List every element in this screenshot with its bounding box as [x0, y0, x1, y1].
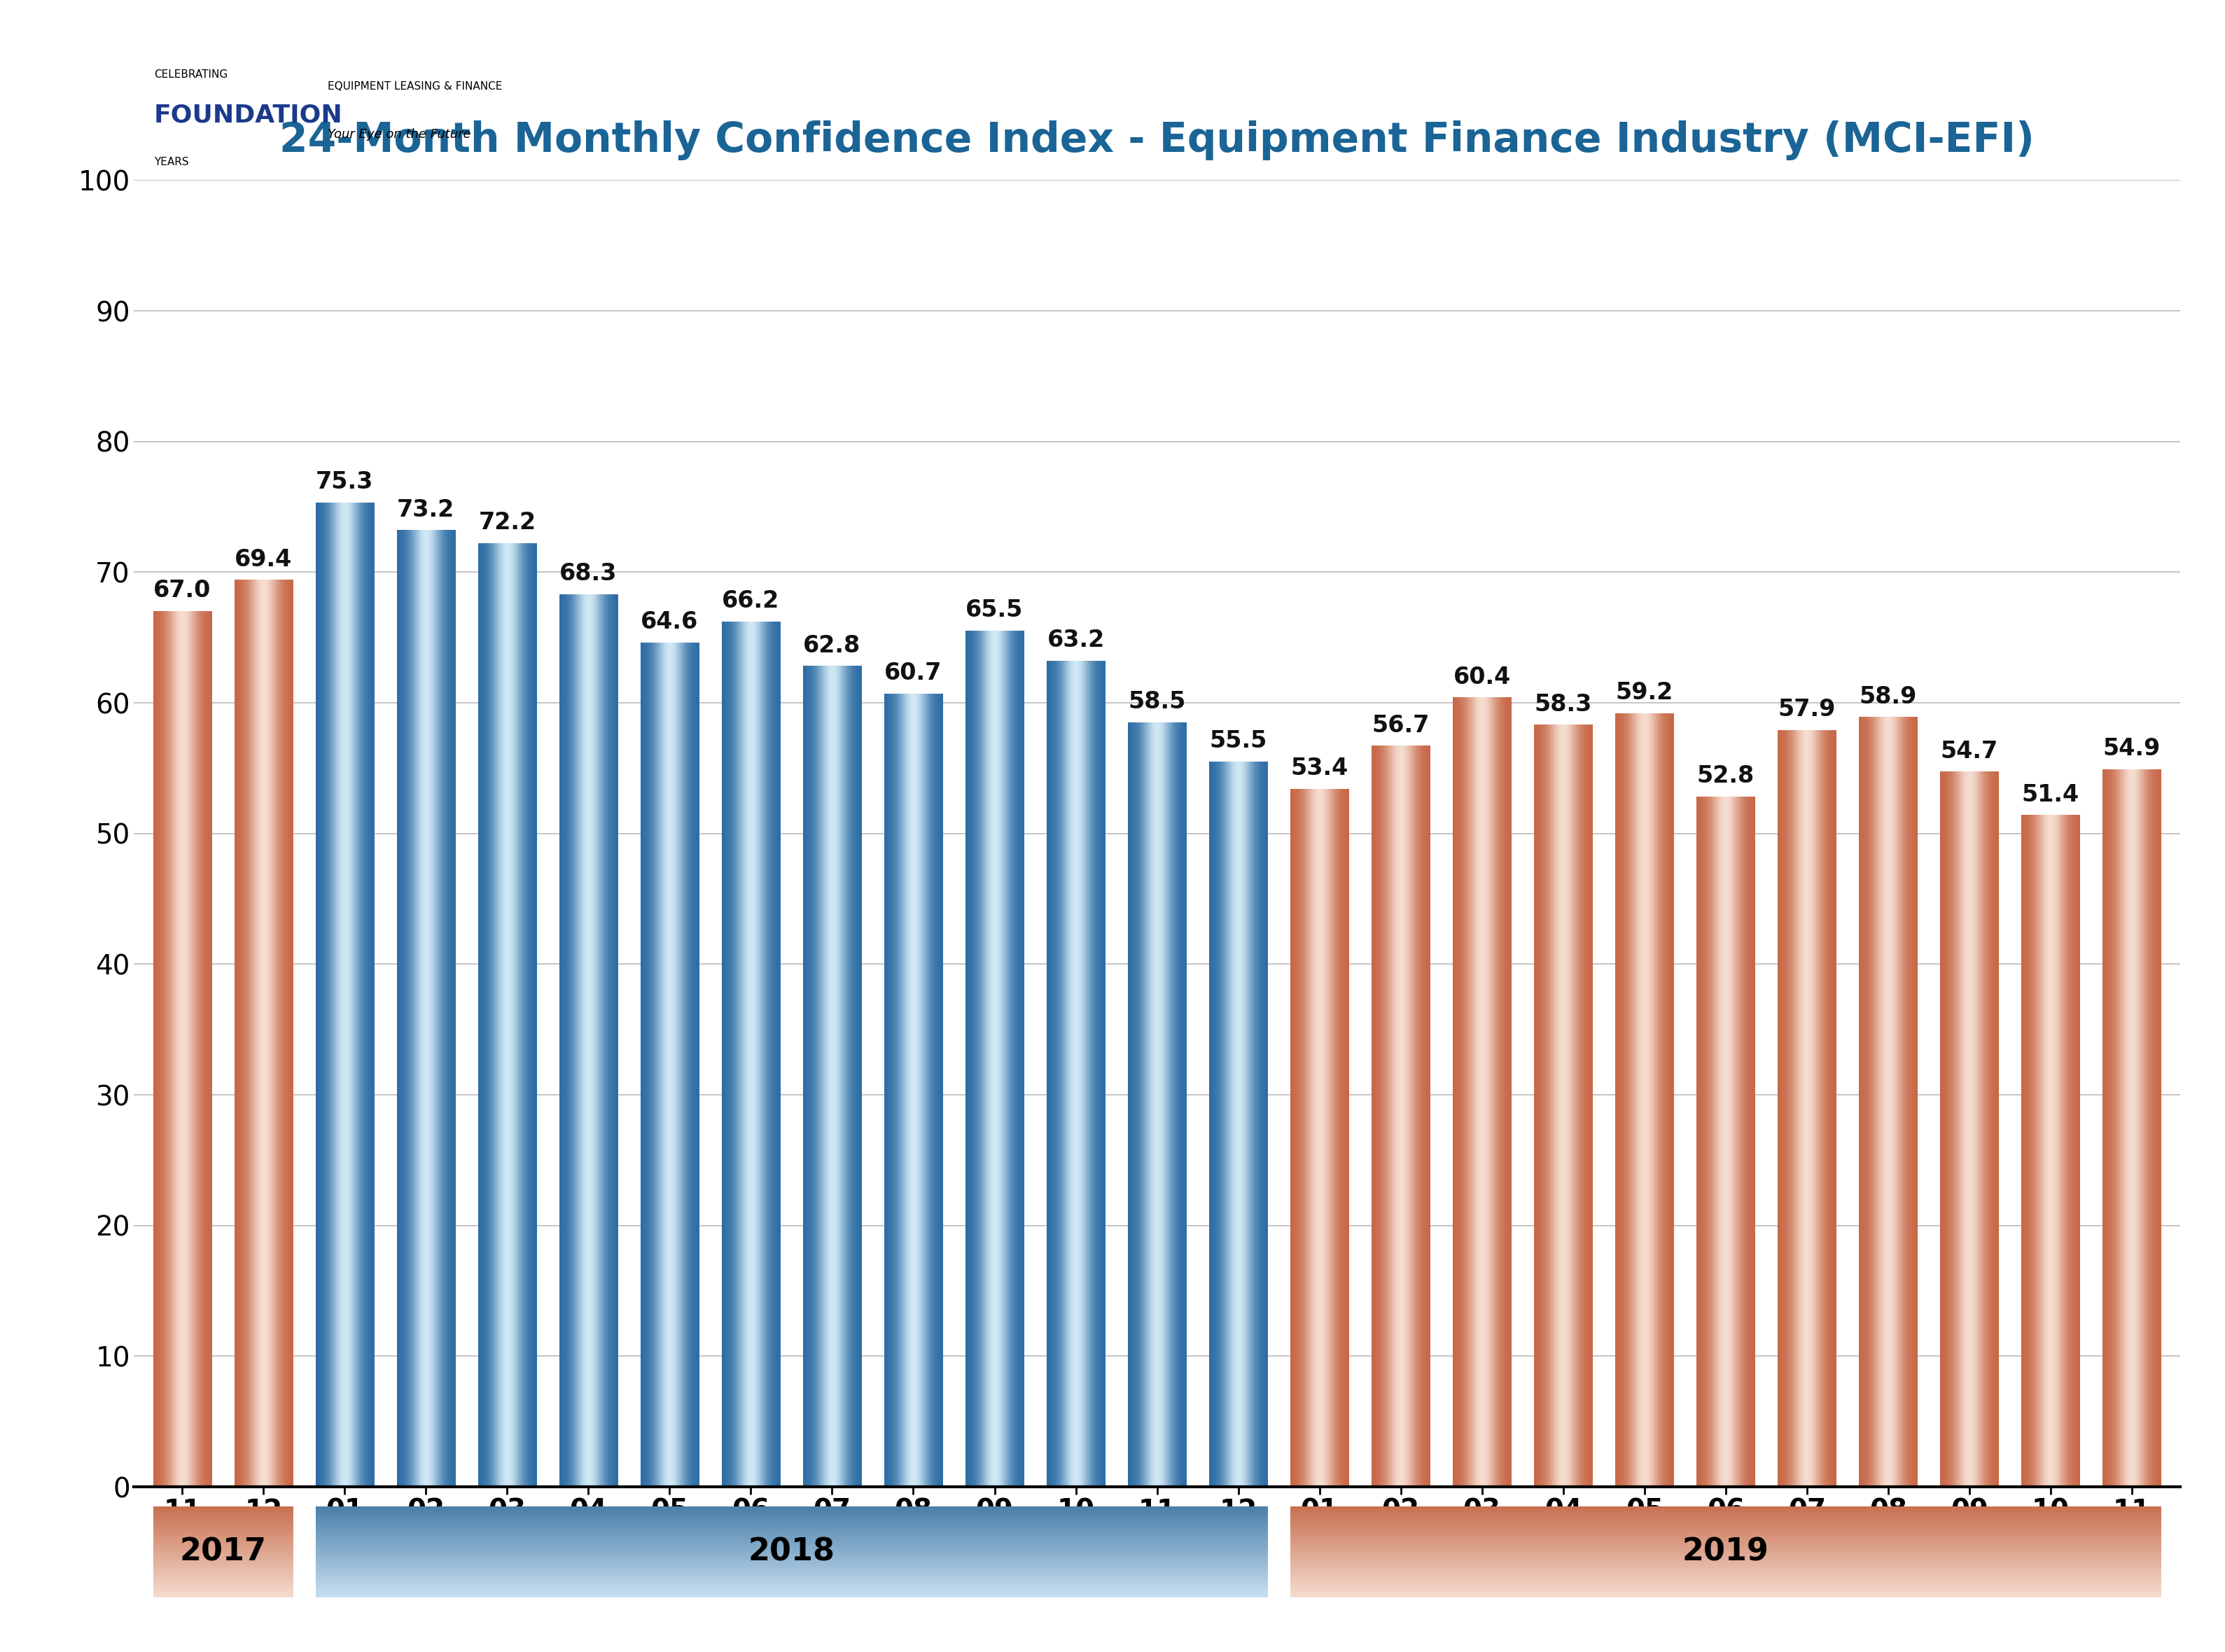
Text: EQUIPMENT LEASING & FINANCE: EQUIPMENT LEASING & FINANCE [327, 81, 503, 91]
Text: 55.5: 55.5 [1210, 730, 1266, 753]
Text: 60.4: 60.4 [1453, 666, 1511, 689]
Text: 62.8: 62.8 [803, 634, 861, 657]
Text: 69.4: 69.4 [234, 548, 291, 572]
Text: 56.7: 56.7 [1373, 714, 1428, 737]
Text: 2019: 2019 [1682, 1536, 1769, 1568]
Text: 57.9: 57.9 [1778, 699, 1836, 722]
Text: 59.2: 59.2 [1615, 681, 1673, 704]
Text: 24-Month Monthly Confidence Index - Equipment Finance Industry (MCI-EFI): 24-Month Monthly Confidence Index - Equi… [280, 121, 2034, 160]
Text: 60.7: 60.7 [886, 661, 941, 684]
Text: 67.0: 67.0 [154, 580, 211, 603]
Text: 2017: 2017 [180, 1536, 267, 1568]
Text: 75.3: 75.3 [316, 471, 374, 494]
Text: 53.4: 53.4 [1290, 757, 1348, 780]
Text: 2018: 2018 [748, 1536, 834, 1568]
Text: 58.9: 58.9 [1860, 686, 1918, 709]
Text: 58.5: 58.5 [1128, 691, 1186, 714]
Text: 51.4: 51.4 [2023, 783, 2080, 806]
Text: YEARS: YEARS [154, 157, 189, 167]
Text: 63.2: 63.2 [1048, 629, 1104, 653]
Text: 64.6: 64.6 [641, 611, 699, 634]
Text: CELEBRATING: CELEBRATING [154, 69, 227, 79]
Text: 65.5: 65.5 [966, 598, 1024, 621]
Text: 58.3: 58.3 [1535, 692, 1591, 715]
Text: 66.2: 66.2 [723, 590, 779, 613]
Text: 54.7: 54.7 [1940, 740, 1998, 763]
Text: 73.2: 73.2 [396, 499, 454, 522]
Text: FOUNDATION: FOUNDATION [154, 102, 343, 127]
Text: 72.2: 72.2 [478, 510, 536, 534]
Text: 52.8: 52.8 [1698, 765, 1753, 788]
Text: Your Eye on the Future: Your Eye on the Future [327, 129, 472, 140]
Text: 68.3: 68.3 [558, 562, 616, 585]
Text: 54.9: 54.9 [2103, 737, 2160, 760]
